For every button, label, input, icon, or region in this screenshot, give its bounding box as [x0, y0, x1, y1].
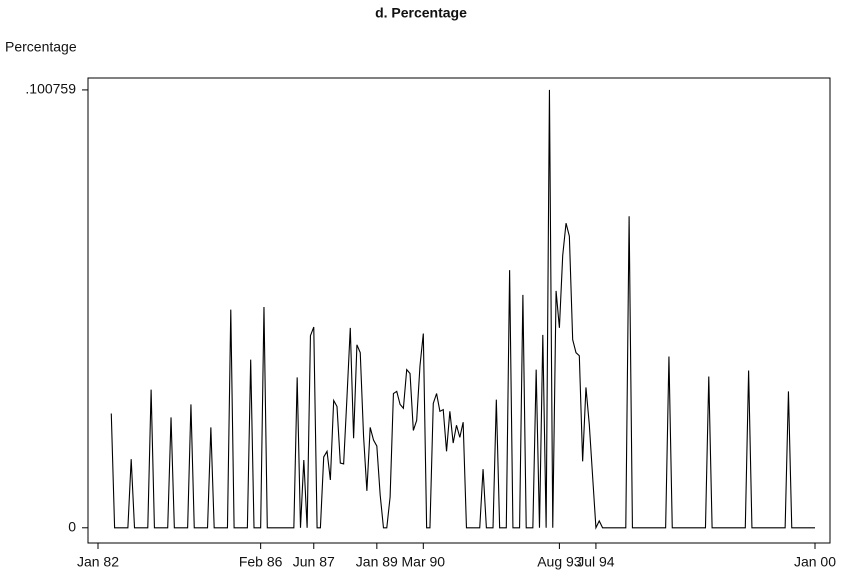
x-tick-label: Jan 82	[77, 554, 119, 570]
x-tick-label: Jan 89	[356, 554, 398, 570]
x-tick-label: Aug 93	[537, 554, 582, 570]
y-tick-label: .100759	[25, 81, 76, 97]
y-axis-label: Percentage	[5, 39, 77, 55]
x-tick-label: Jul 94	[577, 554, 615, 570]
x-tick-label: Mar 90	[402, 554, 446, 570]
x-tick-label: Jun 87	[293, 554, 335, 570]
data-line	[110, 89, 815, 530]
chart-title: d. Percentage	[375, 5, 467, 21]
plot-frame	[87, 77, 831, 544]
x-tick-label: Jan 00	[794, 554, 836, 570]
x-tick-label: Feb 86	[239, 554, 283, 570]
y-tick-label: 0	[68, 518, 76, 534]
